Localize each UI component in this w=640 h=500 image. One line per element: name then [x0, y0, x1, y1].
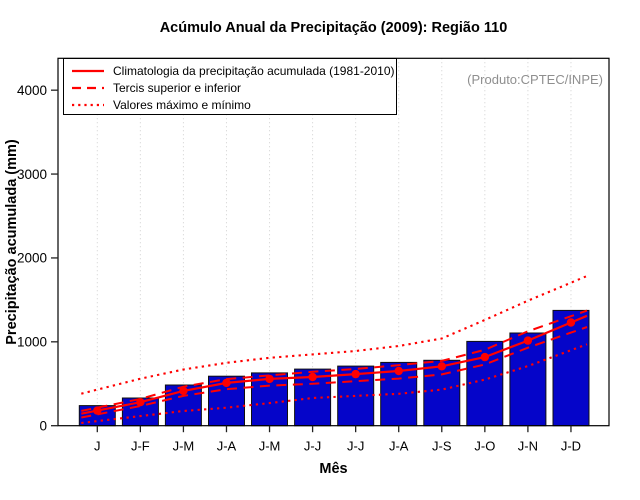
climatology-point [523, 336, 533, 345]
chart-title: Acúmulo Anual da Precipitação (2009): Re… [159, 20, 508, 36]
y-tick-label: 3000 [17, 167, 47, 182]
climatology-point [351, 369, 360, 379]
dotted-line-icon [72, 103, 104, 106]
solid-line-icon [72, 69, 104, 72]
x-tick-label: J-J [304, 439, 321, 454]
x-tick-label: J-S [432, 439, 452, 454]
climatology-point [566, 318, 576, 327]
legend-label-maxmin: Valores máximo e mínimo [113, 97, 251, 112]
climatology-point [308, 372, 317, 382]
climatology-point [394, 366, 403, 376]
x-tick-label: J-A [217, 439, 237, 454]
x-tick-label: J-N [518, 439, 538, 454]
y-tick-label: 2000 [17, 251, 47, 266]
tercis-inferior-line [81, 326, 588, 419]
y-axis-title: Precipitação acumulada (mm) [4, 139, 20, 345]
min-line [81, 343, 588, 425]
x-tick-label: J-D [561, 439, 581, 454]
x-tick-label: J-M [259, 439, 281, 454]
climatology-point [265, 374, 274, 384]
y-tick-label: 4000 [17, 83, 47, 98]
x-tick-label: J-F [131, 439, 150, 454]
climatology-point [222, 378, 231, 388]
legend-row-climatology: Climatologia da precipitação acumulada (… [70, 62, 396, 79]
y-tick-label: 1000 [17, 335, 47, 350]
legend-row-maxmin: Valores máximo e mínimo [70, 96, 396, 113]
climatology-point [136, 398, 145, 407]
x-tick-label: J-M [173, 439, 195, 454]
x-tick-label: J-O [474, 439, 495, 454]
x-tick-label: J-A [389, 439, 409, 454]
climatology-point [179, 386, 188, 396]
legend-label-tercis: Tercis superior e inferior [113, 80, 242, 95]
x-tick-label: J-J [347, 439, 364, 454]
climatology-point [480, 352, 490, 362]
tercis-superior-line [81, 309, 588, 412]
producer-note: (Produto:CPTEC/INPE) [467, 72, 603, 87]
dashed-line-icon [72, 86, 104, 89]
climatology-point [93, 406, 102, 415]
climatology-point [437, 362, 446, 371]
climatology-line [81, 314, 588, 415]
legend-row-tercis: Tercis superior e inferior [70, 79, 396, 96]
legend-label-climatology: Climatologia da precipitação acumulada (… [113, 63, 395, 78]
x-tick-label: J [94, 439, 101, 454]
legend: Climatologia da precipitação acumulada (… [63, 58, 397, 115]
x-axis-title: Mês [319, 461, 348, 477]
y-tick-label: 0 [39, 418, 47, 433]
